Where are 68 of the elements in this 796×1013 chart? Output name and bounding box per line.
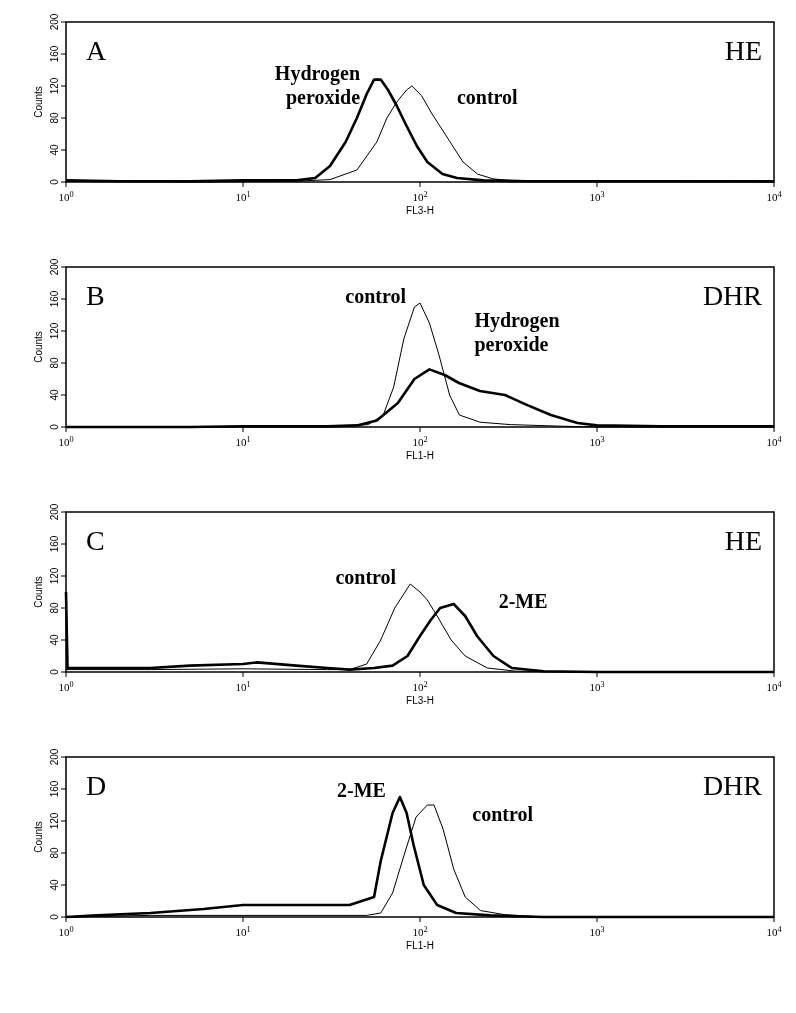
annotation: A bbox=[86, 35, 107, 66]
x-tick-label: 10$^{0}$ bbox=[58, 434, 74, 448]
x-tick-label: 10$^{0}$ bbox=[58, 679, 74, 693]
x-tick-label: 10$^{2}$ bbox=[412, 434, 428, 448]
x-tick-label: 10$^{0}$ bbox=[58, 924, 74, 938]
x-tick-label: 10$^{1}$ bbox=[235, 679, 251, 693]
annotation: C bbox=[86, 525, 105, 556]
x-axis-title: FL1-H bbox=[406, 940, 434, 951]
x-tick-label: 10$^{3}$ bbox=[589, 434, 605, 448]
y-tick-label: 40 bbox=[49, 144, 60, 156]
x-axis-title: FL3-H bbox=[406, 695, 434, 706]
x-tick-label: 10$^{1}$ bbox=[235, 434, 251, 448]
x-tick-label: 10$^{4}$ bbox=[766, 189, 782, 203]
annotation: HE bbox=[724, 35, 762, 66]
y-tick-label: 0 bbox=[49, 668, 60, 675]
y-tick-label: 120 bbox=[49, 567, 60, 585]
x-tick-label: 10$^{3}$ bbox=[589, 189, 605, 203]
y-tick-label: 120 bbox=[49, 322, 60, 340]
y-tick-label: 40 bbox=[49, 879, 60, 891]
series-label: control bbox=[472, 803, 534, 825]
series-label: Hydrogen peroxide bbox=[474, 309, 560, 356]
y-tick-label: 120 bbox=[49, 77, 60, 95]
y-tick-label: 160 bbox=[49, 535, 60, 553]
y-tick-label: 80 bbox=[49, 112, 60, 124]
x-axis-title: FL3-H bbox=[406, 205, 434, 216]
series-label: 2-ME bbox=[498, 590, 548, 612]
y-tick-label: 160 bbox=[49, 290, 60, 308]
x-tick-label: 10$^{2}$ bbox=[412, 679, 428, 693]
y-tick-label: 80 bbox=[49, 357, 60, 369]
x-tick-label: 10$^{4}$ bbox=[766, 924, 782, 938]
x-tick-label: 10$^{4}$ bbox=[766, 679, 782, 693]
x-tick-label: 10$^{1}$ bbox=[235, 189, 251, 203]
annotation: D bbox=[86, 770, 107, 801]
x-tick-label: 10$^{4}$ bbox=[766, 434, 782, 448]
y-tick-label: 160 bbox=[49, 780, 60, 798]
y-tick-label: 80 bbox=[49, 847, 60, 859]
y-axis-title: Counts bbox=[33, 821, 44, 853]
annotation: HE bbox=[724, 525, 762, 556]
series-label: 2-ME bbox=[337, 779, 386, 801]
y-tick-label: 160 bbox=[49, 45, 60, 63]
y-tick-label: 0 bbox=[49, 178, 60, 185]
annotation: B bbox=[86, 280, 105, 311]
series-label: control bbox=[456, 85, 519, 108]
y-axis-title: Counts bbox=[33, 86, 44, 118]
x-tick-label: 10$^{2}$ bbox=[412, 189, 428, 203]
x-axis-title: FL1-H bbox=[406, 450, 434, 461]
y-tick-label: 200 bbox=[49, 258, 60, 276]
y-axis-title: Counts bbox=[33, 331, 44, 363]
annotation: DHR bbox=[702, 770, 763, 801]
y-tick-label: 200 bbox=[49, 13, 60, 31]
y-tick-label: 0 bbox=[49, 913, 60, 920]
x-tick-label: 10$^{0}$ bbox=[58, 189, 74, 203]
x-tick-label: 10$^{1}$ bbox=[235, 924, 251, 938]
y-tick-label: 200 bbox=[49, 503, 60, 521]
y-tick-label: 40 bbox=[49, 634, 60, 646]
y-tick-label: 0 bbox=[49, 423, 60, 430]
x-tick-label: 10$^{3}$ bbox=[589, 679, 605, 693]
y-tick-label: 200 bbox=[49, 748, 60, 766]
series-label: Hydrogen peroxide bbox=[274, 61, 361, 109]
series-label: control bbox=[345, 285, 407, 307]
y-tick-label: 40 bbox=[49, 389, 60, 401]
annotation: DHR bbox=[702, 280, 763, 311]
series-label: control bbox=[335, 566, 397, 588]
y-axis-title: Counts bbox=[33, 576, 44, 608]
y-tick-label: 80 bbox=[49, 602, 60, 614]
y-tick-label: 120 bbox=[49, 812, 60, 830]
x-tick-label: 10$^{2}$ bbox=[412, 924, 428, 938]
x-tick-label: 10$^{3}$ bbox=[589, 924, 605, 938]
